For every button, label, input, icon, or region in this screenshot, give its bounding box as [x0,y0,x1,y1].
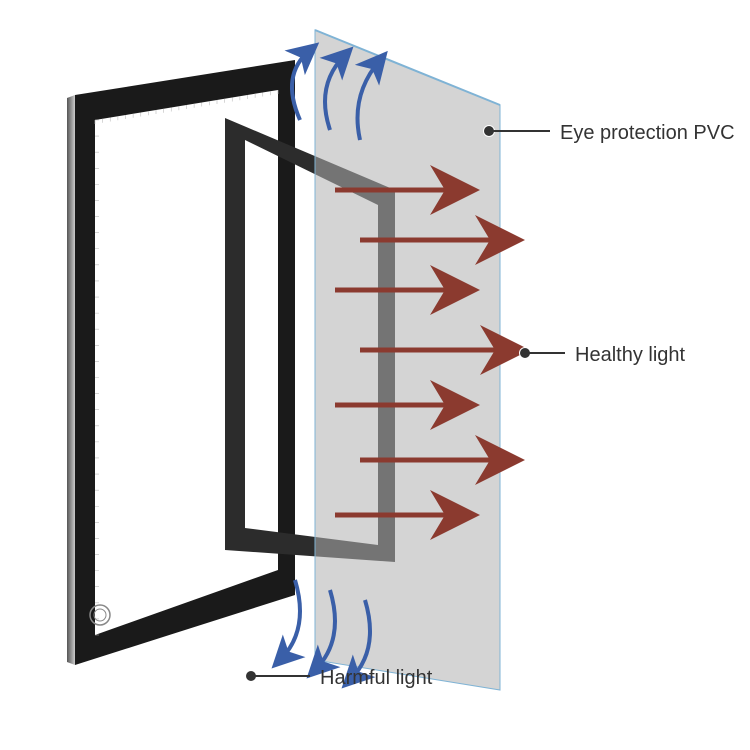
healthy-label-line [529,352,565,354]
diagram-canvas [0,0,750,750]
pvc-sheet [315,30,500,690]
pvc-label: Eye protection PVC [560,122,735,145]
harmful-label: Harmful light [320,667,432,690]
harmful-label-line [255,675,310,677]
pvc-layer [315,30,500,690]
healthy-label: Healthy light [575,344,685,367]
pvc-label-line [493,130,550,132]
